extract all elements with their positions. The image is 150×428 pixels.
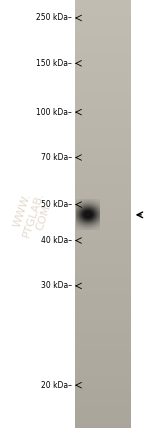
Text: 30 kDa–: 30 kDa– xyxy=(41,281,72,291)
Text: 150 kDa–: 150 kDa– xyxy=(36,59,72,68)
Text: 20 kDa–: 20 kDa– xyxy=(41,380,72,390)
Text: 40 kDa–: 40 kDa– xyxy=(41,236,72,245)
Text: 50 kDa–: 50 kDa– xyxy=(41,200,72,209)
Text: 250 kDa–: 250 kDa– xyxy=(36,13,72,23)
Text: 70 kDa–: 70 kDa– xyxy=(41,153,72,162)
Text: WWW.
PTGLAB.
COM: WWW. PTGLAB. COM xyxy=(11,187,55,241)
Text: 100 kDa–: 100 kDa– xyxy=(36,107,72,117)
